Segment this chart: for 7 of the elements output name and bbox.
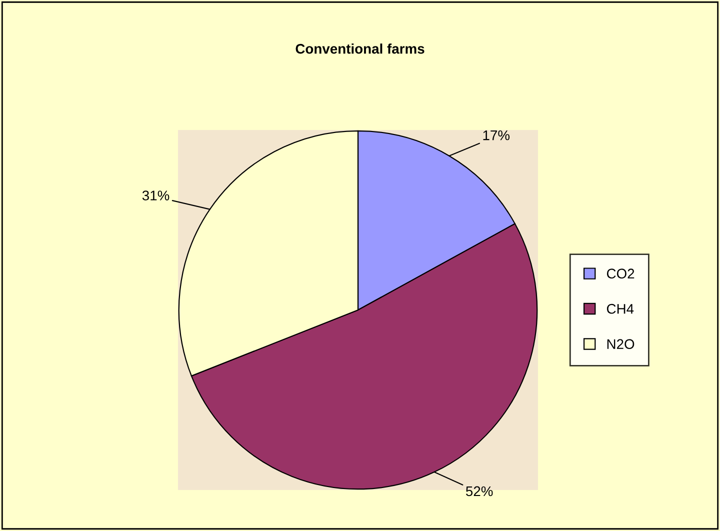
data-label: 52% bbox=[466, 486, 493, 496]
legend-label: N2O bbox=[607, 339, 634, 350]
data-label: 17% bbox=[483, 130, 510, 140]
legend-label: CO2 bbox=[606, 268, 634, 279]
data-label: 31% bbox=[142, 190, 170, 200]
legend-label: CH4 bbox=[606, 304, 634, 314]
chart-title: Conventional farms bbox=[296, 44, 424, 54]
